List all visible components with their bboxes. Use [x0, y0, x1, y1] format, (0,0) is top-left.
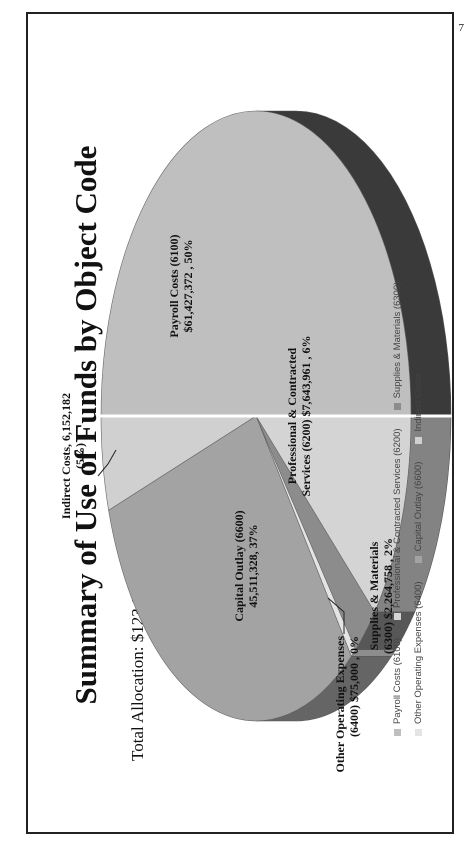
slice-label-line: Capital Outlay (6600) [232, 510, 246, 621]
legend-item-other-operating-expenses-6400: Other Operating Expenses (6400) [413, 581, 424, 736]
legend-label: Indirect Costs [413, 373, 424, 432]
slice-label-payroll-costs-6100: Payroll Costs (6100)$61,427,372 , 50% [167, 234, 195, 337]
slice-label-supplies-materials-6300: Supplies & Materials(6300) $2,264,758 , … [367, 538, 395, 654]
pie-slice-payroll-costs-6100 [100, 110, 412, 417]
legend-item-supplies-materials-6300: Supplies & Materials (6300) [392, 282, 403, 411]
pie-slice-professional-contracted-services-6200 [255, 415, 412, 613]
legend-label: Capital Outlay (6600) [413, 461, 424, 552]
legend-item-professional-contracted-services-6200: Professional & Contracted Services (6200… [392, 428, 403, 620]
legend: Payroll Costs (6100) Professional & Contr… [392, 116, 434, 736]
leader-other-operating [327, 597, 345, 634]
legend-swatch [394, 612, 401, 620]
slice-label-line: (6300) $2,264,758 , 2% [381, 538, 395, 654]
slice-label-line: Supplies & Materials [367, 541, 381, 650]
legend-label: Payroll Costs (6100) [392, 637, 403, 724]
legend-label: Supplies & Materials (6300) [392, 281, 403, 399]
slice-label-line: Services (6200) $7,643,961 , 6% [299, 336, 313, 497]
legend-swatch [394, 729, 401, 736]
slice-label-line: $61,427,372 , 50% [181, 240, 195, 333]
legend-row: Other Operating Expenses (6400) Capital O… [413, 116, 424, 736]
legend-item-indirect-costs: Indirect Costs [413, 374, 424, 444]
slice-label-line: Payroll Costs (6100) [167, 234, 181, 337]
rotated-slide-content: Summary of Use of Funds by Object Code T… [28, 14, 452, 832]
legend-item-capital-outlay-6600: Capital Outlay (6600) [413, 462, 424, 564]
legend-swatch [415, 729, 422, 736]
slice-label-line: Other Operating Expenses [333, 636, 347, 773]
legend-swatch [394, 403, 401, 411]
pie-slice-capital-outlay-6600 [108, 415, 352, 722]
legend-item-payroll-costs-6100: Payroll Costs (6100) [392, 638, 403, 736]
slice-label-indirect-costs: Indirect Costs, 6,152,182(5%) [59, 393, 87, 519]
legend-label: Professional & Contracted Services (6200… [392, 428, 403, 608]
legend-swatch [415, 556, 422, 564]
pie-chart: Payroll Costs (6100)$61,427,372 , 50%Pro… [59, 110, 452, 773]
legend-swatch [415, 436, 422, 444]
legend-row: Payroll Costs (6100) Professional & Contr… [392, 116, 403, 736]
slice-label-line: (5%) [73, 443, 87, 469]
legend-label: Other Operating Expenses (6400) [413, 581, 424, 724]
slice-label-professional-contracted-services-6200: Professional & ContractedServices (6200)… [285, 336, 313, 497]
slice-label-line: (6400) $75,000 , 0% [347, 636, 361, 737]
leader-indirect-costs [97, 449, 117, 477]
page-number: 7 [458, 22, 465, 34]
slice-label-line: 45,511,328, 37% [246, 524, 260, 607]
slice-label-line: Indirect Costs, 6,152,182 [59, 393, 73, 519]
slice-label-capital-outlay-6600: Capital Outlay (6600)45,511,328, 37% [232, 510, 260, 621]
slice-label-other-operating-expenses-6400: Other Operating Expenses(6400) $75,000 ,… [333, 636, 361, 773]
slice-label-line: Professional & Contracted [285, 347, 299, 484]
slide: Summary of Use of Funds by Object Code T… [26, 12, 454, 834]
